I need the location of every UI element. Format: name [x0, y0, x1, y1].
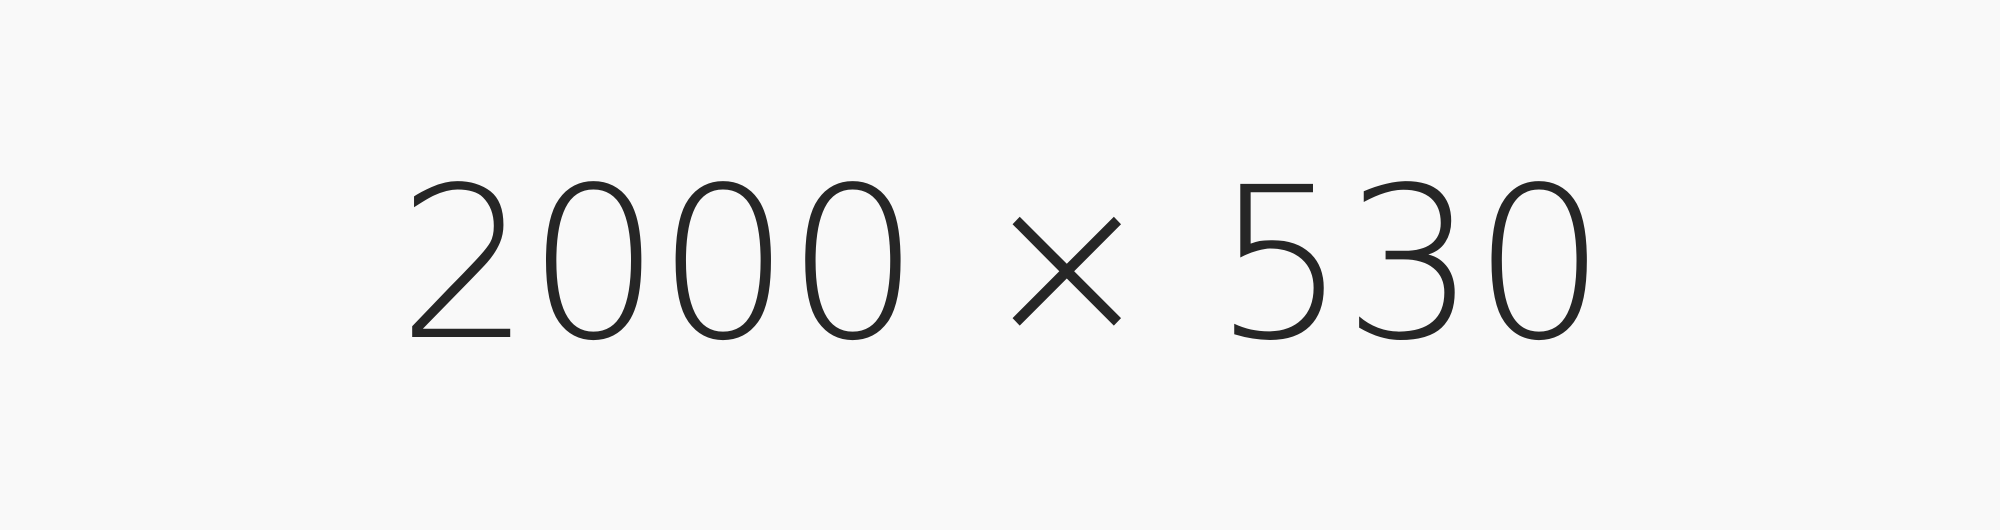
dimension-label: 2000 × 530 — [397, 142, 1607, 387]
